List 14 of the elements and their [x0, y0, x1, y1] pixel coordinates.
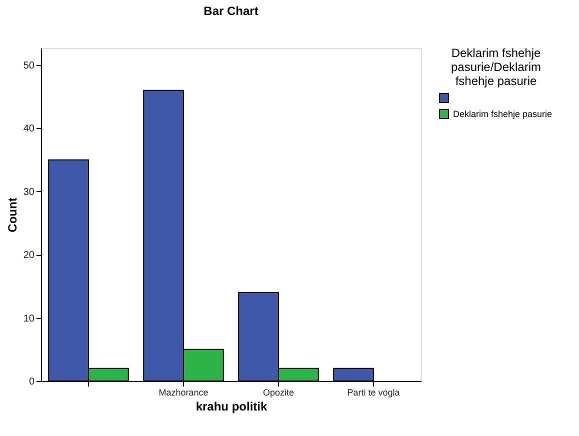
y-tick-label: 30: [23, 186, 35, 198]
y-tick-label: 40: [23, 124, 35, 135]
x-tick-label: Mazhorance: [158, 388, 208, 398]
legend-title: Deklarim fshehje pasurie/Deklarim fshehje pasurie: [450, 46, 542, 88]
y-tick-label: 50: [23, 60, 35, 72]
legend-label: Deklarim fshehje pasurie: [453, 109, 552, 119]
y-tick-label: 10: [23, 313, 35, 324]
y-tick-label: 20: [23, 250, 35, 262]
x-tick-label: Parti te vogla: [347, 388, 400, 398]
y-axis-title: Count: [5, 198, 20, 232]
y-tick-label: 0: [28, 376, 35, 388]
x-axis-title: krahu politik: [196, 400, 268, 414]
x-tick-label: Opozite: [262, 388, 294, 398]
chart-title: Bar Chart: [204, 4, 258, 18]
